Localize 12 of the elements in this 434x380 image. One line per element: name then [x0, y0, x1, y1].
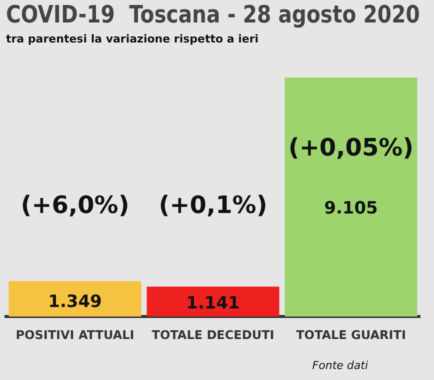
- data-label: 9.105: [324, 198, 378, 218]
- annotation: (+0,05%): [288, 134, 414, 162]
- data-label: 1.349: [48, 292, 102, 312]
- chart-subtitle: tra parentesi la variazione rispetto a ieri: [6, 32, 259, 46]
- data-label: 1.141: [186, 294, 240, 314]
- source-note: Fonte dati: [312, 359, 368, 372]
- annotation: (+6,0%): [20, 190, 130, 219]
- chart-title: COVID-19 Toscana - 28 agosto 2020: [6, 1, 420, 30]
- x-tick-label: POSITIVI ATTUALI: [16, 328, 134, 342]
- x-tick-label: TOTALE GUARITI: [296, 328, 406, 342]
- x-tick-label: TOTALE DECEDUTI: [152, 328, 274, 342]
- annotation: (+0,1%): [158, 190, 268, 219]
